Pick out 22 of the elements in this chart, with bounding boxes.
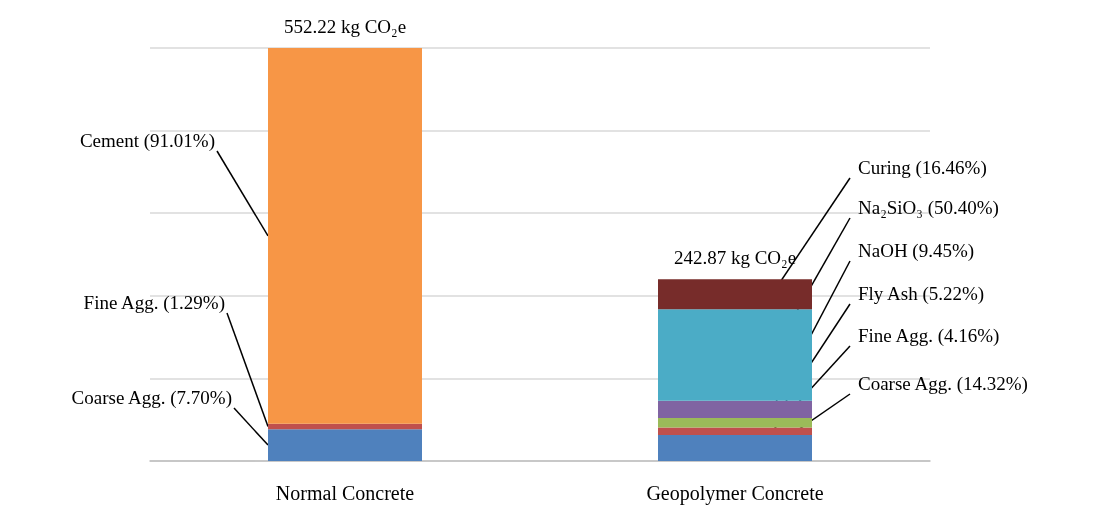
bar — [268, 423, 422, 430]
bar — [658, 279, 812, 310]
annotation: Fine Agg. (4.16%) — [858, 324, 1000, 347]
x-tick-label: Geopolymer Concrete — [646, 482, 824, 505]
bar — [268, 48, 422, 424]
bar — [658, 427, 812, 435]
bar — [658, 434, 812, 461]
annotation: 552.22 kg CO₂e — [283, 15, 407, 37]
annotation: Cement (91.01%) — [79, 129, 215, 152]
bar — [658, 309, 812, 401]
bar — [658, 417, 812, 428]
bar — [658, 400, 812, 418]
annotation: NaOH (9.45%) — [858, 239, 975, 262]
bar — [268, 429, 422, 461]
annotation: Coarse Agg. (14.32%) — [858, 372, 1028, 395]
annotation: Coarse Agg. (7.70%) — [71, 386, 232, 409]
annotation: Na₂SiO₃ (50.40%) — [858, 196, 999, 219]
annotation: Curing (16.46%) — [858, 156, 987, 179]
annotation: 242.87 kg CO₂e — [673, 246, 797, 268]
annotation: Fine Agg. (1.29%) — [83, 291, 225, 314]
annotation: Fly Ash (5.22%) — [858, 282, 985, 305]
x-tick-label: Normal Concrete — [275, 482, 415, 504]
